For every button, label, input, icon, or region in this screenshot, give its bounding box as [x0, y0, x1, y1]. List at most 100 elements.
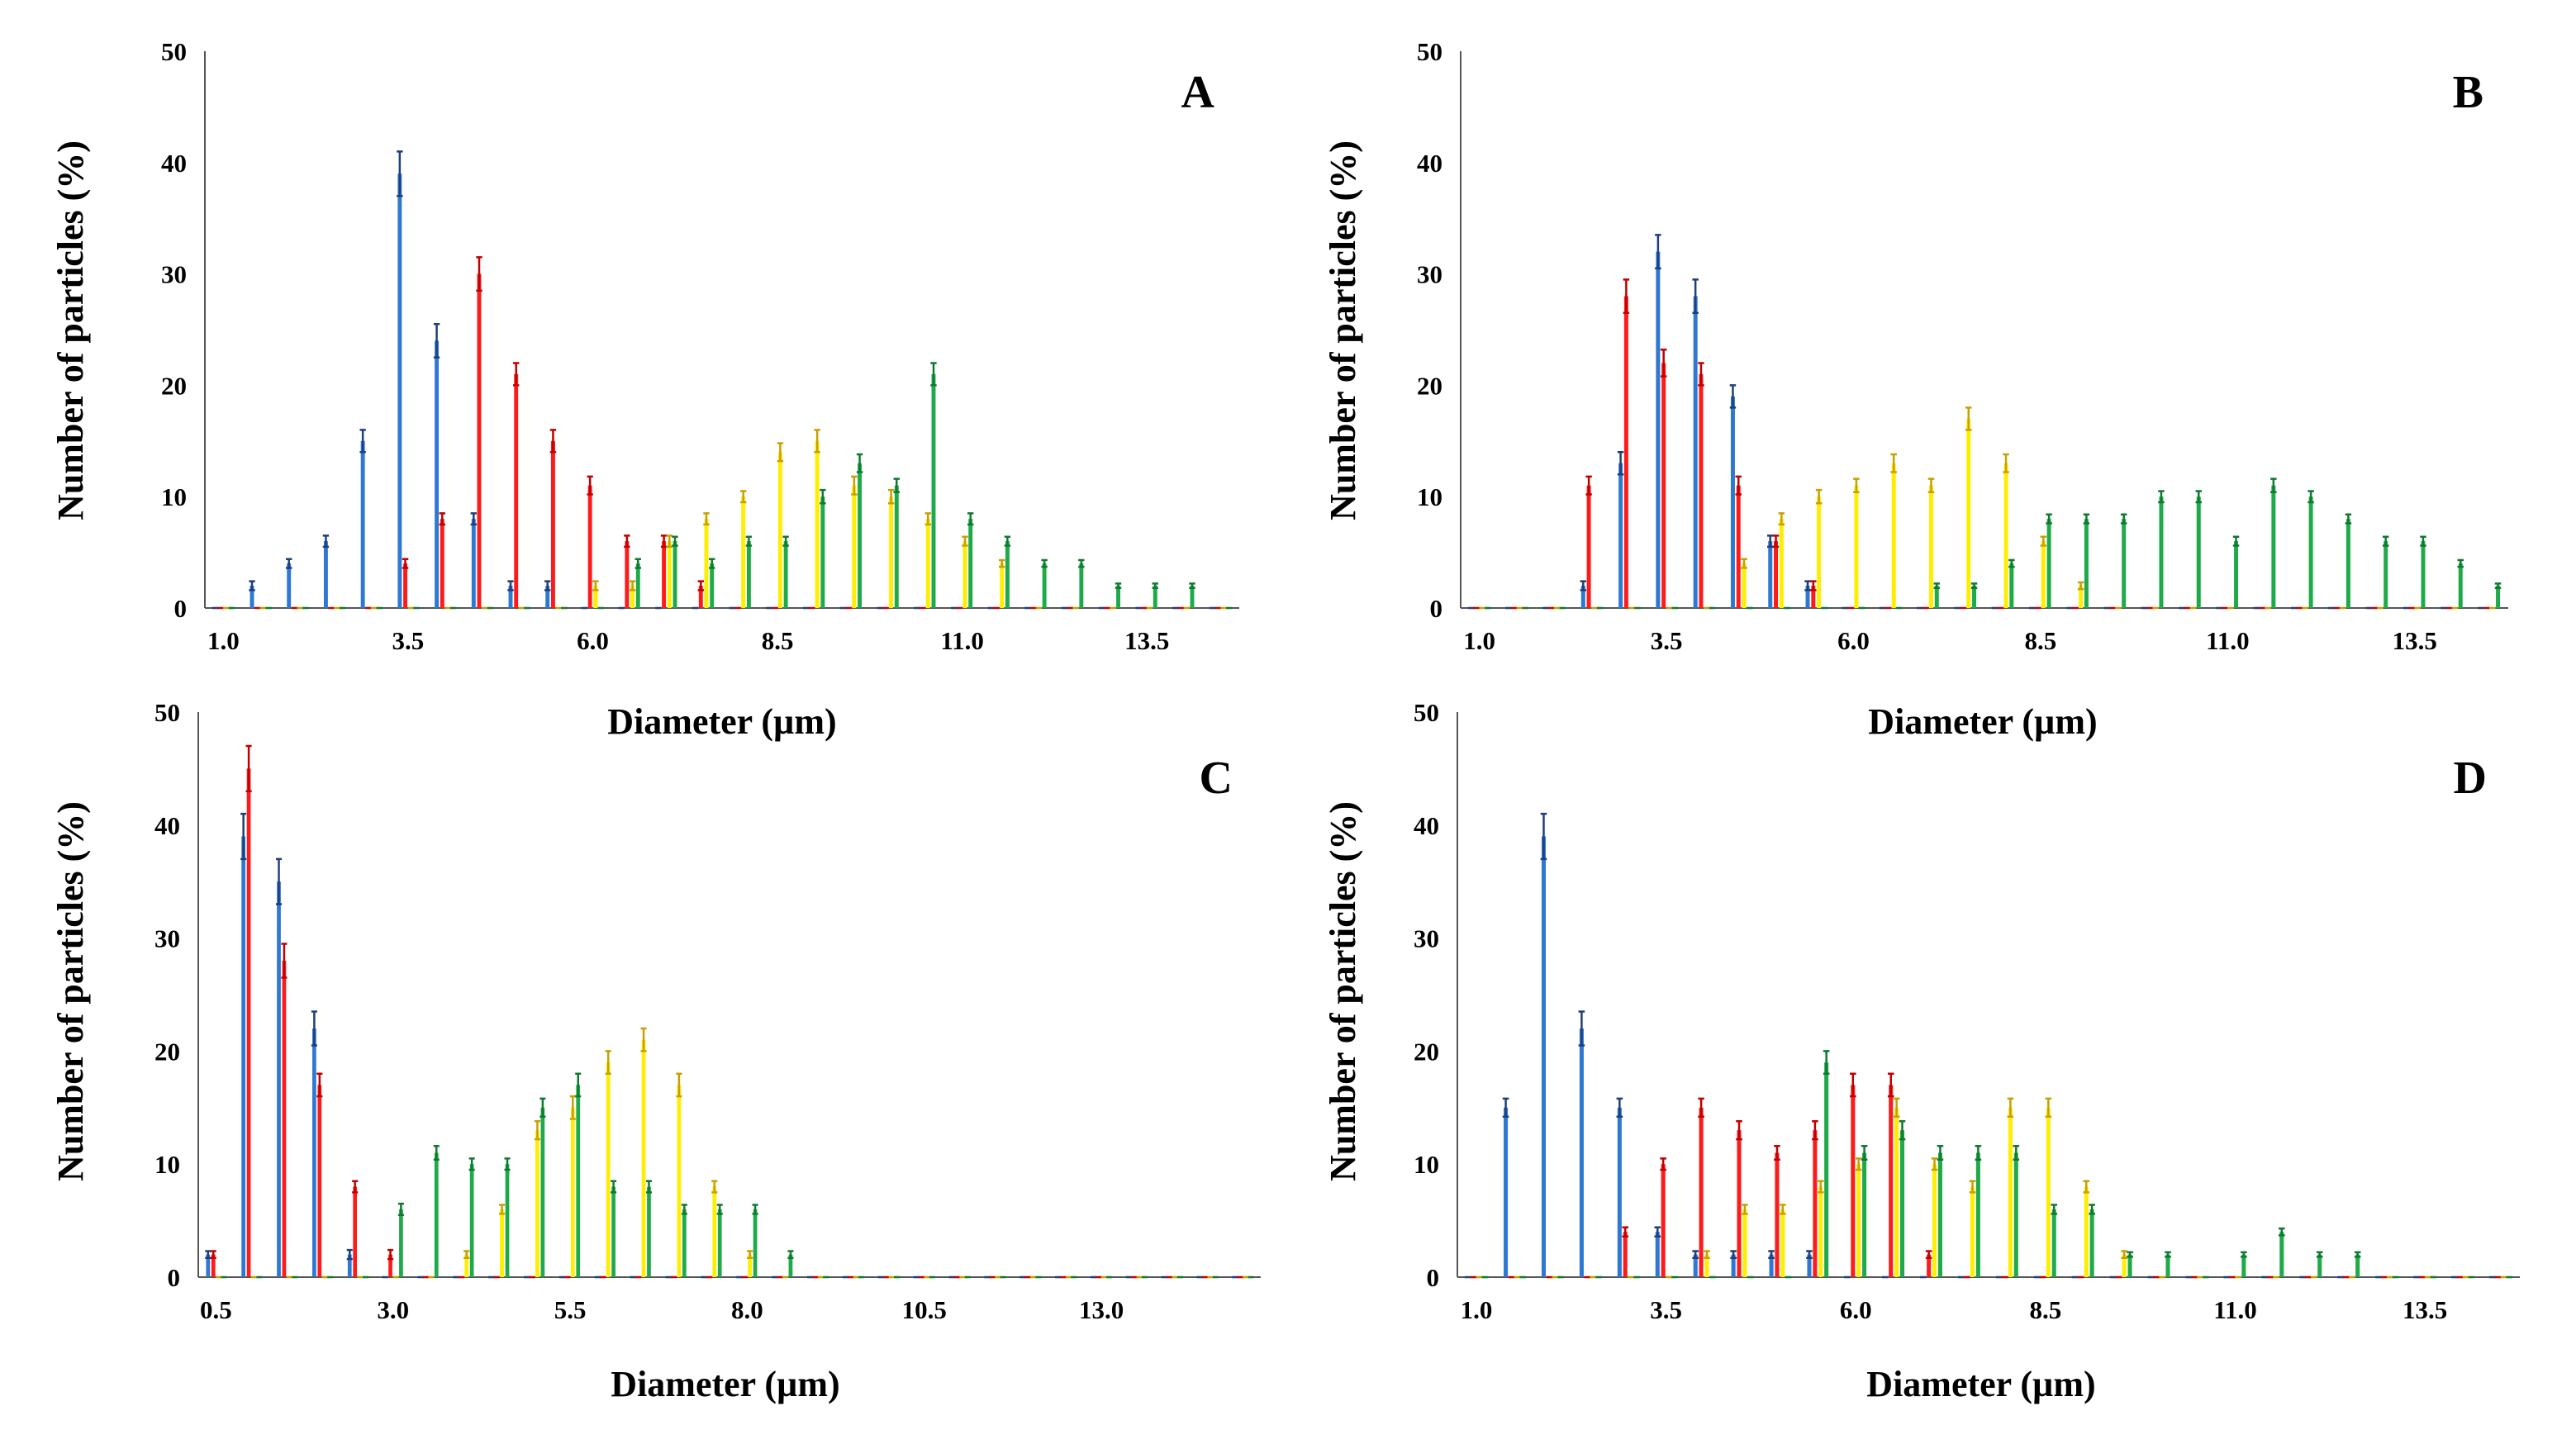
bar-a-s4-23 — [1079, 563, 1084, 608]
errorbar-a-s4-22 — [1041, 558, 1048, 568]
bar-a-s1-7 — [471, 519, 476, 608]
errorbar-c-s3-10 — [569, 1095, 576, 1120]
bar-b-s2-3 — [1586, 485, 1591, 608]
panel-label: A — [1181, 67, 1215, 118]
x-tick-label: 8.5 — [2025, 626, 2057, 655]
y-tick-label: 10 — [161, 482, 187, 511]
errorbar-b-s4-24 — [2382, 535, 2389, 547]
panel-a: 0 10 20 30 40 50 1.0 3.5 6.0 8.5 11.0 13.5 Diameter … — [50, 37, 1239, 742]
bar-a-s4-26 — [1190, 586, 1195, 608]
errorbar-d-s1-1 — [1502, 1097, 1509, 1118]
bar-c-s1-1 — [241, 836, 246, 1277]
errorbar-b-s3-14 — [2003, 453, 2009, 473]
bar-a-s4-19 — [931, 373, 936, 608]
bar-b-s1-9 — [1805, 586, 1810, 608]
bar-d-s4-13 — [1975, 1152, 1980, 1277]
x-tick-label: 1.0 — [207, 626, 240, 655]
bar-d-s3-7 — [1742, 1209, 1747, 1277]
bar-a-s1-1 — [250, 586, 254, 608]
errorbar-d-s1-3 — [1578, 1010, 1585, 1047]
x-tick-label: 3.5 — [1651, 626, 1683, 655]
bar-c-s3-12 — [641, 1039, 646, 1277]
errorbar-d-s4-21 — [2279, 1227, 2285, 1237]
errorbar-d-s3-13 — [1969, 1180, 1976, 1194]
errorbar-a-s1-4 — [359, 429, 366, 454]
bar-c-s4-10 — [576, 1085, 581, 1277]
bar-b-s4-26 — [2458, 563, 2463, 608]
errorbar-d-s4-23 — [2354, 1251, 2361, 1258]
errorbar-a-s3-20 — [962, 535, 968, 547]
bar-c-s2-2 — [282, 960, 287, 1277]
errorbar-d-s4-15 — [2051, 1204, 2058, 1215]
bar-d-s3-15 — [2046, 1107, 2051, 1277]
errorbar-c-s2-3 — [316, 1072, 323, 1098]
errorbar-d-s3-10 — [1855, 1157, 1862, 1171]
bar-b-s3-12 — [1928, 485, 1933, 608]
bar-a-s3-21 — [1000, 563, 1005, 608]
errorbar-b-s3-8 — [1778, 512, 1785, 526]
errorbar-a-s4-15 — [782, 535, 789, 547]
bar-a-s1-6 — [435, 340, 440, 608]
errorbar-b-s4-26 — [2457, 558, 2464, 568]
y-tick-label: 50 — [154, 698, 180, 727]
bar-d-s4-23 — [2355, 1254, 2360, 1277]
bar-a-s4-22 — [1042, 563, 1047, 608]
bar-b-s4-23 — [2345, 519, 2350, 608]
errorbar-d-s2-4 — [1622, 1226, 1629, 1237]
bar-a-s3-12 — [667, 541, 672, 608]
errorbar-c-s4-14 — [716, 1204, 723, 1215]
errorbar-d-s2-9 — [1812, 1119, 1818, 1141]
y-tick-label: 40 — [1414, 811, 1439, 840]
errorbar-a-s3-17 — [851, 475, 858, 496]
errorbar-d-s4-14 — [2013, 1145, 2020, 1161]
bar-b-s4-19 — [2196, 496, 2201, 608]
bar-d-s3-12 — [1932, 1164, 1937, 1277]
x-tick-label: 6.0 — [1840, 1295, 1872, 1324]
errorbar-a-s1-1 — [249, 580, 255, 591]
errorbar-c-s4-5 — [397, 1202, 404, 1217]
bar-c-s3-9 — [535, 1130, 539, 1277]
x-axis-title: Diameter (µm) — [1868, 701, 2097, 742]
x-tick-label: 8.0 — [731, 1295, 763, 1324]
x-tick-label: 8.5 — [2030, 1295, 2062, 1324]
bar-c-s4-13 — [682, 1209, 687, 1277]
errorbar-c-s1-0 — [205, 1250, 211, 1259]
bar-d-s1-3 — [1579, 1028, 1584, 1277]
bar-d-s2-9 — [1813, 1130, 1818, 1277]
bar-a-s3-20 — [962, 541, 967, 608]
bar-b-s2-7 — [1736, 485, 1741, 608]
bar-a-s4-20 — [968, 519, 973, 608]
errorbar-d-s3-15 — [2045, 1097, 2052, 1118]
errorbar-c-s3-15 — [747, 1250, 753, 1259]
errorbar-a-s3-11 — [629, 580, 636, 591]
errorbar-d-s4-22 — [2316, 1251, 2323, 1258]
errorbar-b-s1-9 — [1804, 580, 1811, 591]
bar-b-s1-6 — [1693, 296, 1698, 608]
bar-b-s3-14 — [2003, 463, 2008, 608]
bar-c-s3-13 — [677, 1085, 682, 1277]
bar-d-s2-5 — [1661, 1164, 1666, 1277]
bar-b-s1-7 — [1730, 396, 1735, 608]
errorbar-c-s2-0 — [210, 1250, 216, 1259]
x-axis-title: Diameter (µm) — [1866, 1364, 2095, 1404]
y-tick-label: 0 — [1427, 1263, 1440, 1292]
errorbar-c-s4-6 — [433, 1145, 440, 1161]
errorbar-d-s2-11 — [1887, 1072, 1894, 1098]
bar-d-s3-9 — [1818, 1186, 1823, 1277]
errorbar-b-s2-6 — [1698, 362, 1704, 387]
bar-c-s4-9 — [540, 1107, 545, 1277]
y-tick-label: 20 — [161, 371, 187, 400]
errorbar-c-s1-2 — [275, 857, 283, 905]
bar-a-s1-9 — [545, 586, 550, 608]
bar-c-s3-10 — [570, 1107, 575, 1277]
errorbar-d-s3-17 — [2121, 1250, 2127, 1259]
bar-a-s2-11 — [625, 541, 630, 608]
errorbar-a-s1-3 — [322, 534, 330, 549]
errorbar-b-s4-27 — [2494, 582, 2502, 589]
x-axis-title: Diameter (µm) — [611, 1364, 839, 1404]
bar-a-s2-8 — [514, 373, 519, 608]
errorbar-a-s3-16 — [814, 429, 820, 454]
errorbar-c-s3-7 — [463, 1250, 470, 1259]
bar-a-s4-14 — [746, 541, 751, 608]
errorbar-b-s4-12 — [1933, 582, 1940, 589]
